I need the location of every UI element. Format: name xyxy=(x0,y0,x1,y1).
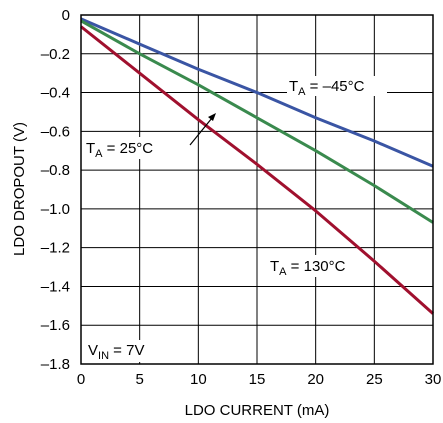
annotation-bg-neg45 xyxy=(287,76,387,96)
x-tick-label: 10 xyxy=(190,371,207,388)
series-line-2 xyxy=(80,25,434,315)
annotation-bg-25 xyxy=(84,137,192,159)
y-tick-label: 0 xyxy=(62,7,70,24)
annotation-vin: VIN = 7V xyxy=(88,342,144,362)
y-tick-label: –1.2 xyxy=(41,240,70,257)
series-lines xyxy=(80,17,434,315)
annotation-bg-130 xyxy=(268,255,358,277)
x-tick-label: 25 xyxy=(366,371,383,388)
series-line-0 xyxy=(80,17,434,168)
y-tick-label: –1.6 xyxy=(41,317,70,334)
x-tick-label: 5 xyxy=(135,371,143,388)
annotation-arrow-25-head xyxy=(208,113,216,121)
y-tick-label: –0.2 xyxy=(41,46,70,63)
x-tick-label: 15 xyxy=(249,371,266,388)
y-axis-title: LDO DROPOUT (V) xyxy=(11,122,28,256)
annotation-arrow-25-shaft xyxy=(189,117,213,146)
annotation-t-neg45: TA = –45°C xyxy=(289,78,365,98)
y-tick-labels: 0 –0.2 –0.4 –0.6 –0.8 –1.0 –1.2 –1.4 –1.6 –1.8 xyxy=(41,7,70,373)
y-tick-label: –0.6 xyxy=(41,123,70,140)
y-tick-label: –0.8 xyxy=(41,162,70,179)
x-tick-label: 20 xyxy=(307,371,324,388)
x-tick-label: 30 xyxy=(425,371,442,388)
x-axis-title: LDO CURRENT (mA) xyxy=(185,402,330,419)
y-tick-label: –1.0 xyxy=(41,201,70,218)
y-tick-label: –1.4 xyxy=(41,278,70,295)
y-tick-label: –0.4 xyxy=(41,85,70,102)
x-tick-label: 0 xyxy=(77,371,85,388)
series-line-1 xyxy=(80,19,434,224)
y-tick-label: –1.8 xyxy=(41,356,70,373)
annotation-bg-vin xyxy=(86,340,160,362)
plot-frame xyxy=(80,14,434,365)
annotation-t-130: TA = 130°C xyxy=(270,258,346,278)
x-tick-labels: 0 5 10 15 20 25 30 xyxy=(77,371,442,388)
annotation-t-25: TA = 25°C xyxy=(86,140,153,160)
